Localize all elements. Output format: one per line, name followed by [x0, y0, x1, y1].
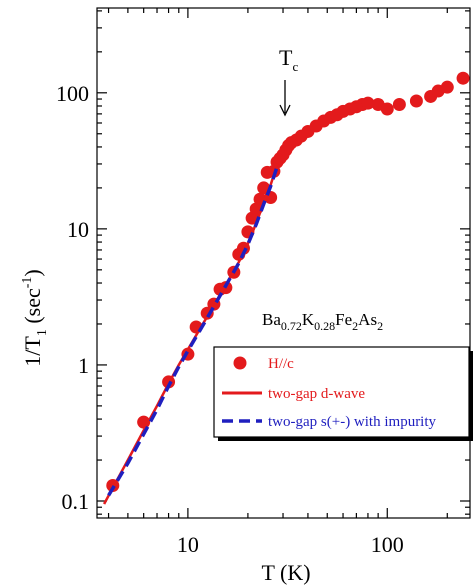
tc-annotation-arrow-head — [279, 104, 291, 117]
tc-annotation: Tc — [279, 45, 298, 117]
compound-label: Ba0.72K0.28Fe2As2 — [262, 310, 383, 333]
legend: H//c two-gap d-wave two-gap s(+-) with i… — [213, 346, 473, 441]
y-tick-label: 100 — [56, 81, 89, 106]
y-axis-title-base: 1/T — [20, 336, 45, 367]
x-tick-label: 10 — [177, 532, 199, 557]
series-layer — [102, 71, 470, 505]
data-point — [456, 71, 470, 85]
legend-label-s-wave: two-gap s(+-) with impurity — [268, 414, 437, 430]
y-tick-label: 10 — [67, 217, 89, 242]
y-axis-title-sub: 1 — [35, 329, 50, 336]
compound-subscript: 2 — [377, 319, 383, 333]
compound-subscript: 2 — [352, 319, 358, 333]
y-axis-title: 1/T1 (sec-1) — [20, 269, 50, 366]
data-point — [361, 96, 375, 110]
plot-area-frame — [96, 7, 471, 519]
legend-label-d-wave: two-gap d-wave — [268, 386, 365, 402]
tick-marks — [97, 8, 470, 518]
tick-labels: 10 100 0.1 1 10 100 — [56, 81, 404, 557]
compound-symbol: As — [358, 310, 377, 329]
y-tick-label: 0.1 — [62, 489, 90, 514]
x-axis-title: T (K) — [261, 560, 310, 585]
compound-subscript: 0.28 — [314, 319, 335, 333]
y-axis-title-end: ) — [20, 269, 45, 276]
legend-marker-h-c — [233, 356, 247, 370]
data-point — [380, 102, 394, 116]
series-line-s-wave — [107, 166, 279, 497]
data-point — [392, 98, 406, 112]
y-axis-title-sup: -1 — [20, 277, 35, 289]
compound-symbol: K — [302, 310, 315, 329]
y-tick-label: 1 — [78, 353, 89, 378]
compound-symbol: Ba — [262, 310, 281, 329]
compound-subscript: 0.72 — [281, 319, 302, 333]
x-tick-label: 100 — [371, 532, 404, 557]
data-point — [440, 80, 454, 94]
y-axis-title-mid: (sec — [20, 288, 45, 329]
data-point — [409, 94, 423, 108]
tc-annotation-label: Tc — [279, 45, 298, 74]
compound-symbol: Fe — [335, 310, 352, 329]
legend-label-h-c: H//c — [268, 356, 294, 372]
